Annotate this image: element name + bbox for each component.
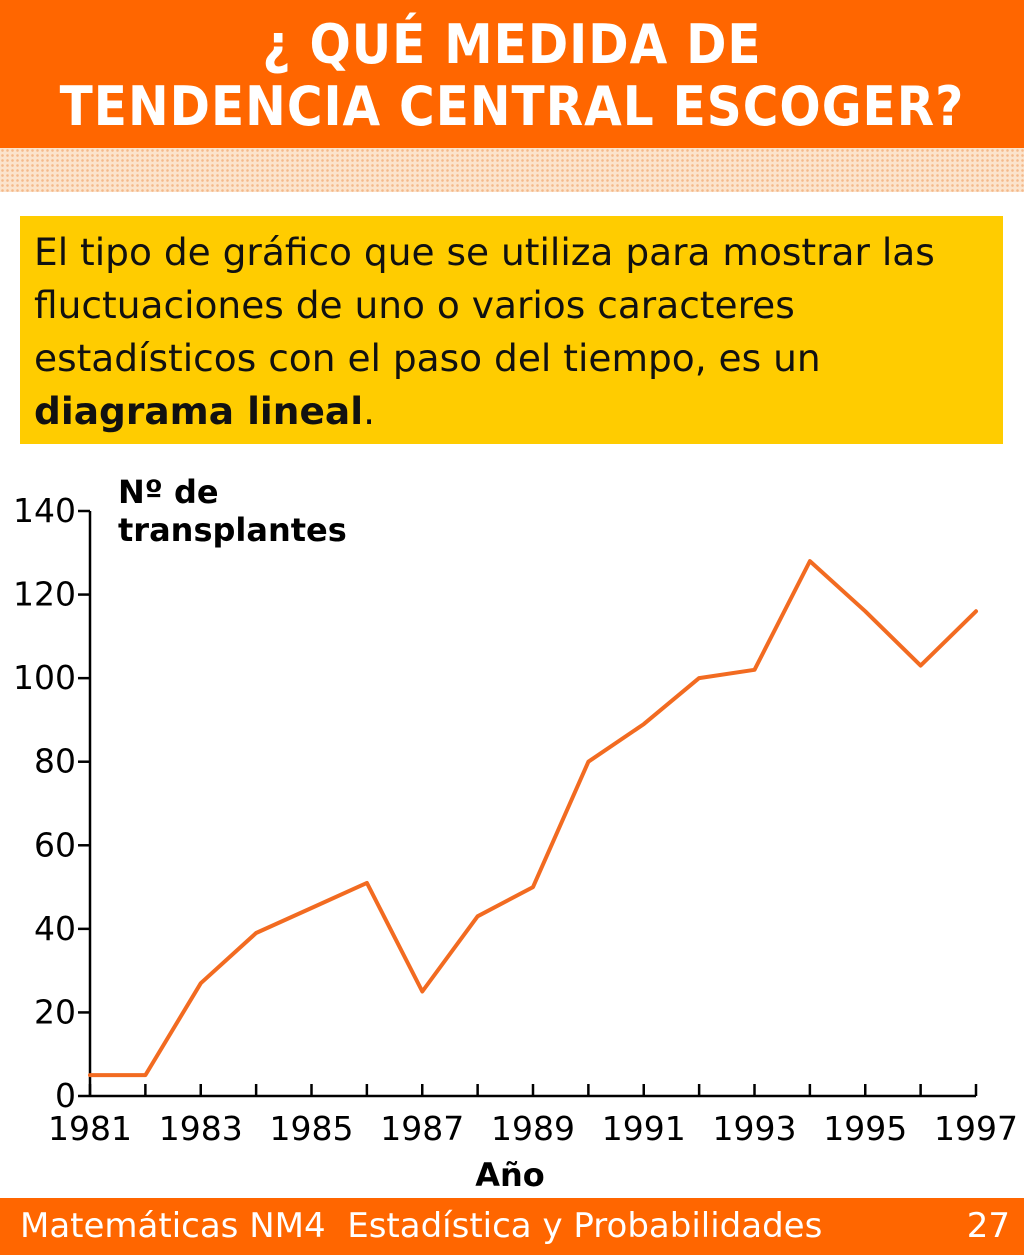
info-text-end: . bbox=[363, 389, 375, 433]
data-point bbox=[365, 881, 369, 885]
series-layer bbox=[88, 559, 978, 1078]
data-point bbox=[310, 906, 313, 910]
series-line bbox=[88, 559, 978, 1078]
data-point bbox=[476, 914, 480, 918]
y-axis-label-line2: transplantes bbox=[118, 511, 347, 549]
footer-topic: Estadística y Probabilidades bbox=[347, 1206, 823, 1246]
x-axis: 1981 1983 1985 1987 1989 1991 1993 1995 1997 bbox=[48, 1084, 1018, 1148]
data-point bbox=[88, 1073, 92, 1077]
y-tick-label: 80 bbox=[34, 742, 76, 781]
info-text-bold: diagrama lineal bbox=[34, 389, 364, 433]
data-point bbox=[420, 990, 424, 994]
data-point bbox=[199, 981, 203, 985]
data-point bbox=[863, 609, 867, 613]
info-box bbox=[20, 216, 1003, 444]
data-point bbox=[808, 559, 812, 563]
info-text: El tipo de gráfico que se utiliza para m… bbox=[34, 226, 999, 438]
footer-bar: Matemáticas NM4 Estadística y Probabilid… bbox=[0, 1198, 1024, 1255]
x-tick-label: 1989 bbox=[491, 1109, 575, 1148]
data-point bbox=[697, 676, 701, 680]
data-point bbox=[254, 931, 258, 935]
data-point bbox=[753, 668, 756, 672]
y-tick-label: 100 bbox=[13, 658, 76, 697]
data-point bbox=[974, 609, 978, 613]
decorative-pattern-strip bbox=[0, 148, 1024, 192]
y-tick-label: 20 bbox=[34, 992, 76, 1031]
y-tick-label: 40 bbox=[34, 909, 76, 948]
x-tick-label: 1995 bbox=[823, 1109, 907, 1148]
x-tick-label: 1993 bbox=[713, 1109, 797, 1148]
x-axis-label: Año bbox=[475, 1156, 545, 1194]
y-tick-label: 140 bbox=[13, 491, 76, 530]
data-point bbox=[586, 760, 590, 764]
x-tick-label: 1997 bbox=[934, 1109, 1018, 1148]
page-title-line1: ¿ QUÉ MEDIDA DE bbox=[262, 13, 762, 76]
page-number: 27 bbox=[966, 1206, 1010, 1246]
footer-subject: Matemáticas NM4 bbox=[20, 1206, 326, 1246]
page-title: ¿ QUÉ MEDIDA DE TENDENCIA CENTRAL ESCOGE… bbox=[0, 14, 1024, 138]
y-tick-label: 0 bbox=[55, 1076, 76, 1115]
page-title-line2: TENDENCIA CENTRAL ESCOGER? bbox=[59, 75, 965, 138]
y-tick-label: 120 bbox=[13, 575, 76, 614]
data-point bbox=[919, 664, 923, 668]
data-point bbox=[531, 885, 535, 889]
x-tick-label: 1985 bbox=[270, 1109, 354, 1148]
x-tick-label: 1981 bbox=[48, 1109, 132, 1148]
data-point bbox=[143, 1073, 147, 1077]
info-text-body: El tipo de gráfico que se utiliza para m… bbox=[34, 230, 935, 380]
header-banner: ¿ QUÉ MEDIDA DE TENDENCIA CENTRAL ESCOGE… bbox=[0, 0, 1024, 148]
y-axis: 0 20 40 60 80 100 120 140 bbox=[13, 491, 92, 1115]
x-tick-label: 1987 bbox=[380, 1109, 464, 1148]
x-tick-label: 1991 bbox=[602, 1109, 686, 1148]
x-tick-label: 1983 bbox=[159, 1109, 243, 1148]
y-axis-label-line1: Nº de bbox=[118, 473, 219, 511]
y-tick-label: 60 bbox=[34, 825, 76, 864]
data-point bbox=[642, 722, 646, 726]
footer-subject-topic: Matemáticas NM4 Estadística y Probabilid… bbox=[20, 1206, 822, 1246]
